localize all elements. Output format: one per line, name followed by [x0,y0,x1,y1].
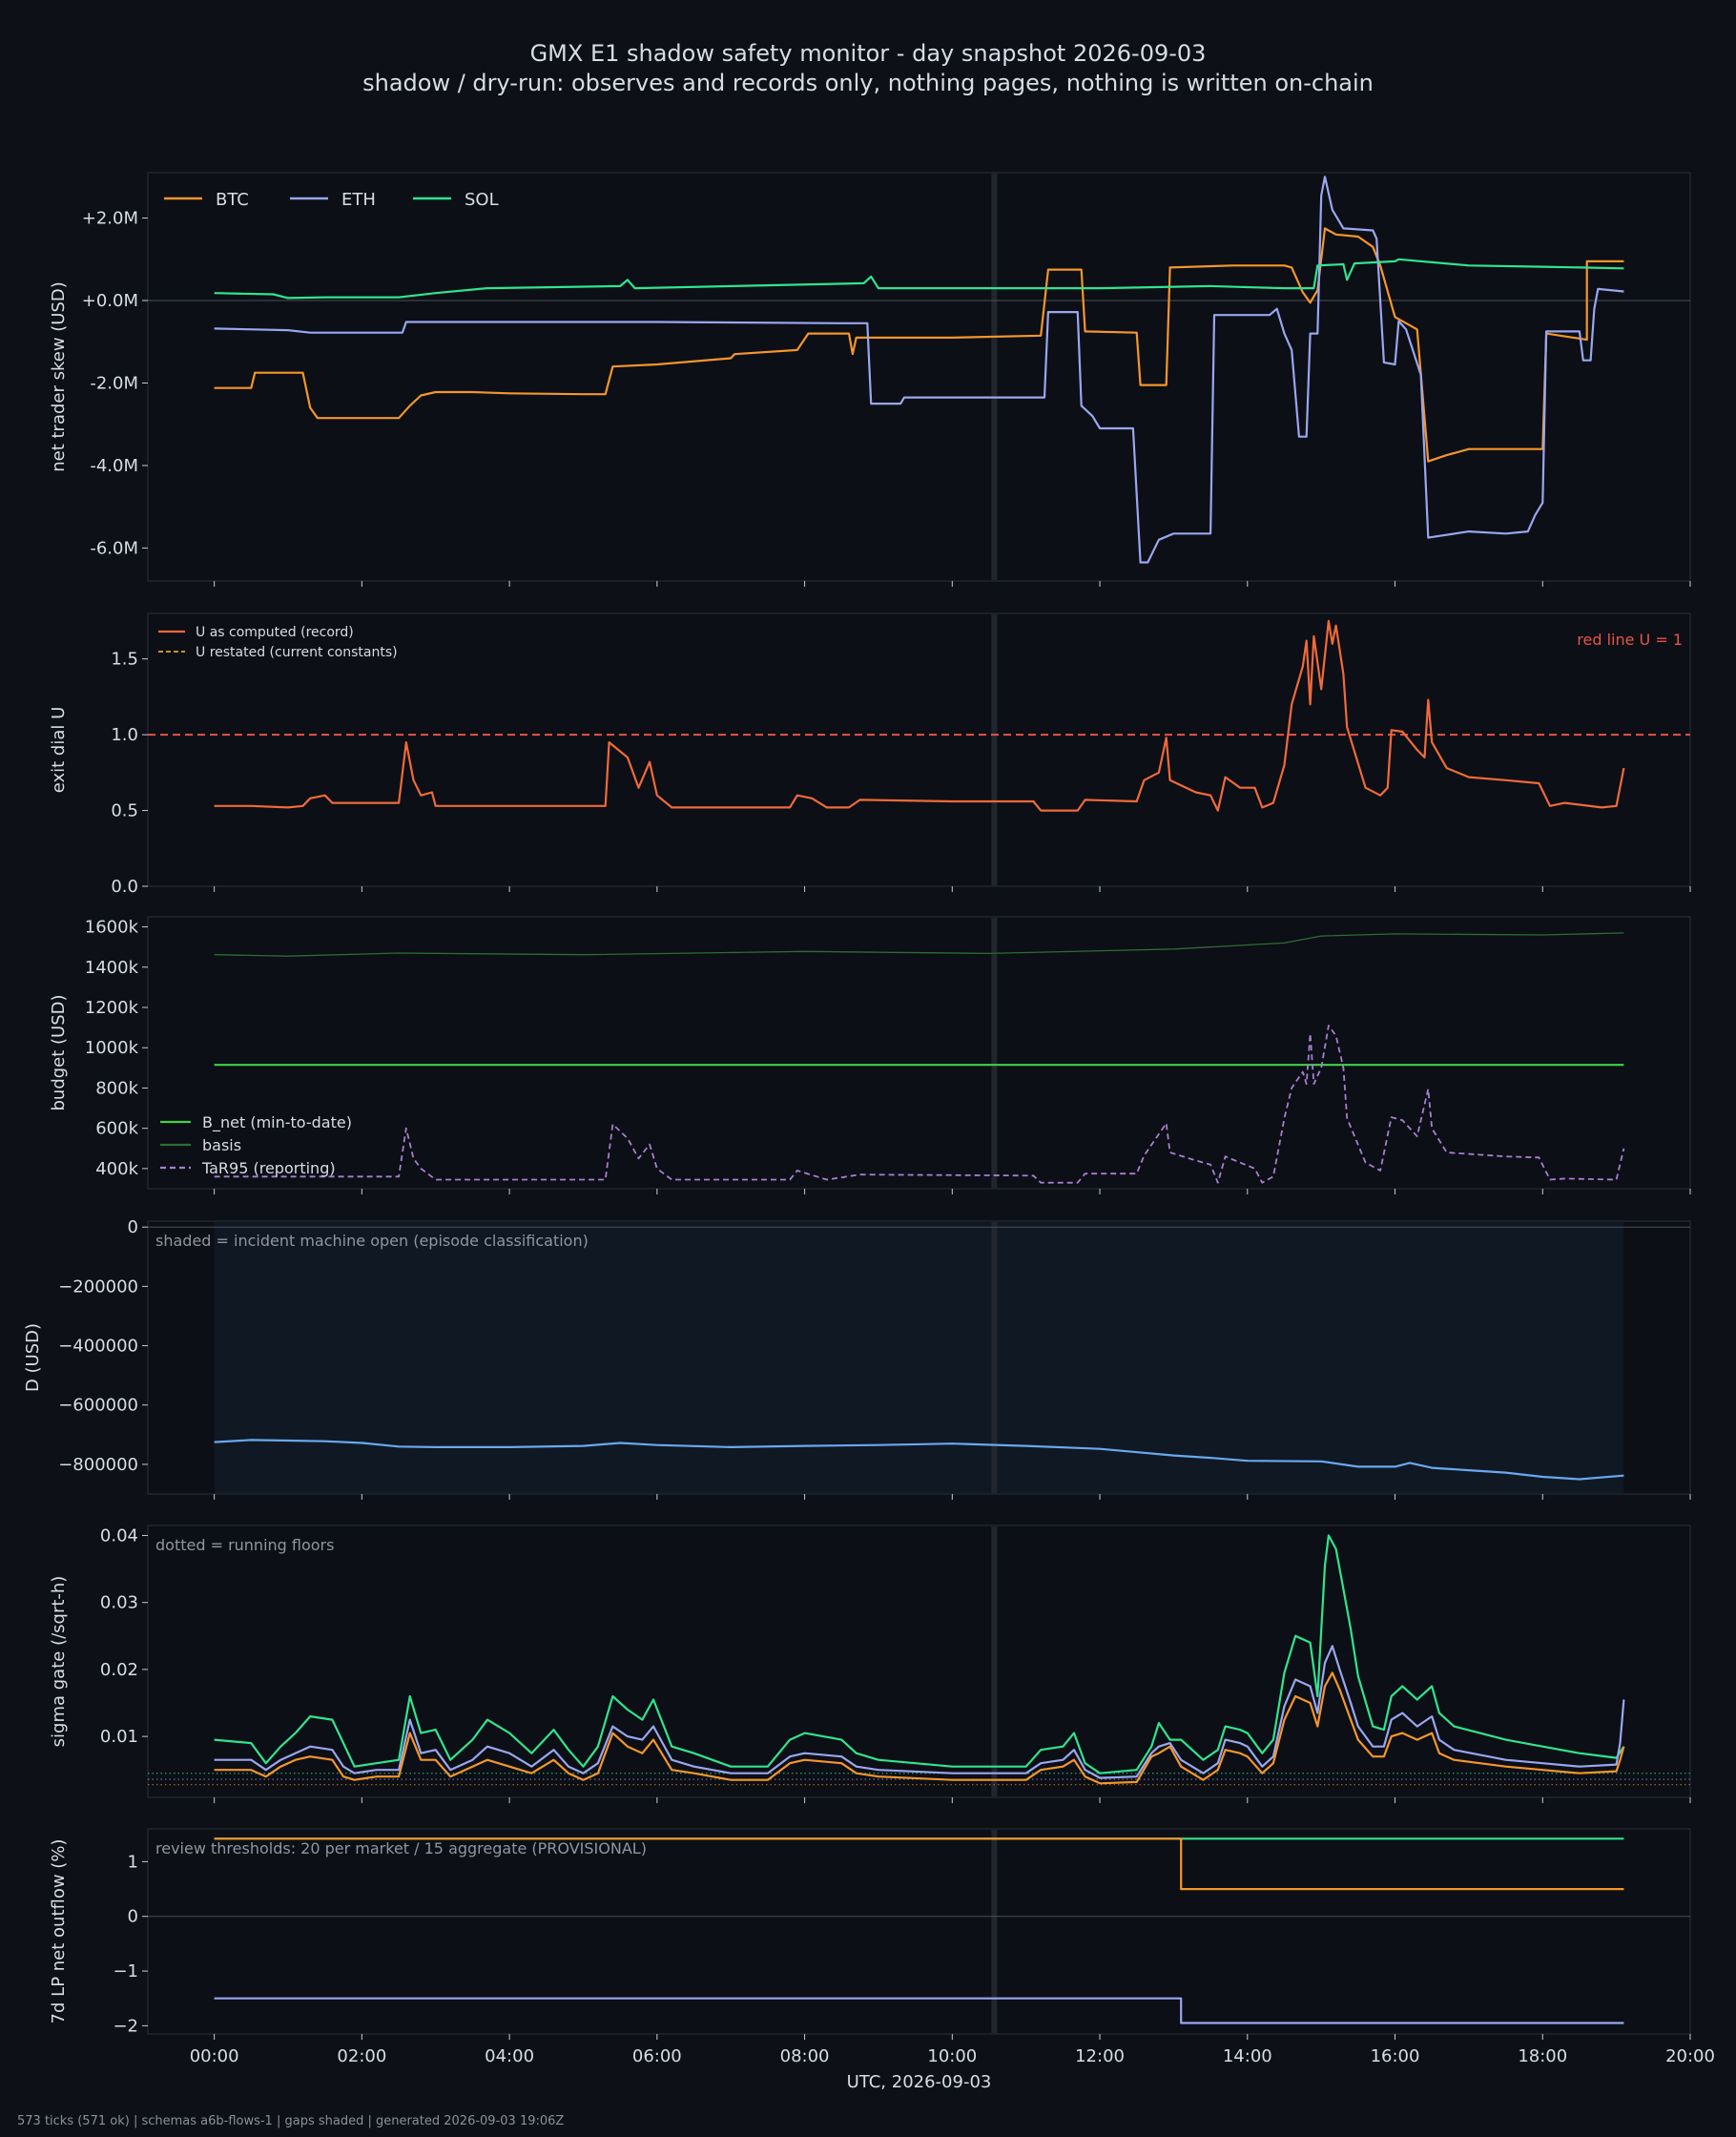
y-tick-label: 800k [95,1078,138,1098]
y-tick-label: -4.0M [90,456,138,476]
gap-band [991,614,998,885]
legend-label-basis: basis [202,1136,241,1154]
panel-note: dotted = running floors [155,1536,334,1554]
y-tick-label: 0 [128,1907,138,1927]
legend: U as computed (record) U restated (curren… [158,625,398,660]
y-tick-label: +2.0M [82,209,138,229]
y-tick-label: 1400k [85,958,139,978]
y-tick-label: −800000 [58,1455,138,1475]
series-skew-sol [214,258,1624,300]
y-tick-label: 0 [128,1217,138,1237]
y-tick-label: 1.5 [111,650,138,670]
legend-label-b_net: B_net (min-to-date) [202,1113,352,1132]
panel-d: 0 −200000 −400000 −600000 −800000 D (USD) shad… [23,1217,1691,1500]
y-axis-label: net trader skew (USD) [49,281,69,472]
series-d-d_line [214,1439,1624,1481]
series-sigma-eth [214,1645,1625,1779]
series-sigma-btc [214,1671,1625,1785]
y-tick-label: 400k [95,1159,138,1179]
x-tick-label: 06:00 [632,2046,682,2066]
panel-note: review thresholds: 20 per market / 15 ag… [155,1839,647,1857]
panel-skew: +2.0M +0.0M -2.0M -4.0M -6.0M net trader skew… [49,172,1691,587]
y-axis-label: budget (USD) [49,994,69,1110]
x-tick-label: 10:00 [927,2046,977,2066]
panel-frame [147,172,1691,582]
series-budget-tar95 [214,1025,1625,1184]
legend-label-sol: SOL [465,190,499,210]
series-lp-btc [214,1837,1624,1891]
y-tick-label: −200000 [58,1276,138,1297]
incident-shade [214,1222,1624,1493]
legend: BTC ETH SOL [164,190,499,210]
legend-label-btc: BTC [216,190,249,210]
y-tick-label: −400000 [58,1337,138,1357]
gap-band [991,1222,998,1493]
panel-lp: 1 0 −1 −2 7d LP net outflow (%) review thresh… [49,1828,1691,2040]
gap-band [991,174,998,580]
panel-exit: 0.0 0.5 1.0 1.5 exit dial U red line U = 1 U a… [49,612,1691,897]
x-tick-label: 14:00 [1223,2046,1272,2066]
y-axis-label: sigma gate (/sqrt-h) [49,1576,69,1748]
legend-label-u-computed: U as computed (record) [196,625,354,640]
y-tick-label: 0.02 [100,1660,138,1680]
series-skew-eth [214,176,1624,564]
y-tick-label: 0.01 [100,1727,138,1747]
y-tick-label: −1 [113,1961,138,1981]
y-tick-label: -2.0M [90,373,138,393]
y-axis-label: exit dial U [49,707,69,794]
y-axis-label: 7d LP net outflow (%) [49,1839,69,2024]
gap-band [991,1526,998,1796]
x-tick-label: 18:00 [1518,2046,1567,2066]
series-skew-btc [214,227,1624,463]
y-tick-label: 1000k [85,1038,139,1058]
x-axis-label: UTC, 2026-09-03 [847,2072,992,2092]
panel-note: shaded = incident machine open (episode … [155,1232,589,1250]
footer-status: 573 ticks (571 ok) | schemas a6b-flows-1… [17,2114,565,2128]
y-tick-label: 0.04 [100,1526,138,1546]
y-tick-label: −600000 [58,1396,138,1416]
x-tick-label: 16:00 [1371,2046,1420,2066]
legend-label-u-restated: U restated (current constants) [196,645,398,660]
y-tick-label: 600k [95,1119,138,1139]
x-tick-label: 02:00 [337,2046,386,2066]
panel-frame [147,1828,1691,2035]
series-sigma-sol [214,1534,1625,1774]
x-tick-label: 20:00 [1665,2046,1715,2066]
panel-budget: 400k 600k 800k 1000k 1200k 1400k 1600k budget (… [49,916,1691,1194]
red-line-label: red line U = 1 [1577,631,1683,649]
series-budget-basis [214,932,1624,957]
y-tick-label: 1200k [85,998,139,1018]
x-tick-label: 04:00 [485,2046,534,2066]
x-axis: 00:00 02:00 04:00 06:00 08:00 10:00 12:00 14:00… [190,2046,1715,2092]
series-lp-eth [214,1997,1624,2024]
x-tick-label: 08:00 [780,2046,830,2066]
y-tick-label: 1.0 [111,725,138,745]
gap-band [991,1830,998,2033]
y-tick-label: 0.5 [111,801,138,821]
y-tick-label: -6.0M [90,538,138,558]
x-tick-label: 12:00 [1075,2046,1125,2066]
x-tick-label: 00:00 [190,2046,239,2066]
y-tick-label: 0.03 [100,1593,138,1613]
legend: B_net (min-to-date) basis TaR95 (reporting… [160,1113,352,1177]
y-axis-label: D (USD) [23,1323,43,1392]
panel-frame [147,1525,1691,1798]
y-tick-label: 1 [128,1852,138,1872]
panel-sigma: 0.01 0.02 0.03 0.04 sigma gate (/sqrt-h) dott… [49,1525,1691,1803]
y-tick-label: 1600k [85,918,139,938]
y-tick-label: +0.0M [82,291,138,311]
legend-label-tar95: TaR95 (reporting) [201,1159,336,1177]
series-exit-u_computed [214,619,1625,812]
chart-title: GMX E1 shadow safety monitor - day snaps… [529,40,1207,67]
panel-frame [147,916,1691,1190]
gap-band [991,918,998,1188]
y-tick-label: −2 [113,2016,138,2036]
chart-subtitle: shadow / dry-run: observes and records o… [362,70,1374,96]
legend-label-eth: ETH [341,190,376,210]
y-tick-label: 0.0 [111,877,138,897]
